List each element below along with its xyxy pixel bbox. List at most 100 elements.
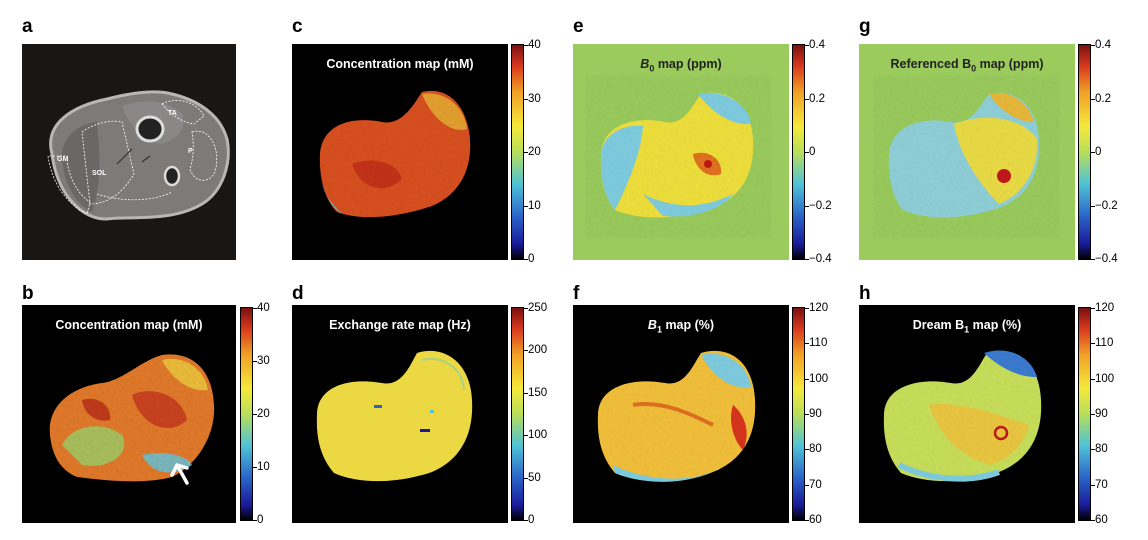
panel-f-b1-map: B1 map (%): [573, 305, 789, 523]
colorbar-d-tick-label: 50: [528, 471, 541, 484]
colorbar-g-tick-mark: [1091, 152, 1095, 153]
colorbar-b-tick-mark: [253, 361, 257, 362]
colorbar-h-tick-label: 120: [1095, 302, 1115, 314]
panel-h-dream-b1-map: Dream B1 map (%): [859, 305, 1075, 523]
colorbar-h-tick-label: 110: [1095, 337, 1114, 350]
colorbar-d-tick-label: 200: [528, 344, 548, 357]
colorbar-e-tick-mark: [805, 98, 809, 100]
colorbar-f-tick-label: 80: [809, 443, 822, 456]
colorbar-g-tick-mark: [1091, 205, 1095, 207]
colorbar-e-tick-label: 0: [809, 146, 816, 158]
panel-label-h: h: [859, 283, 871, 304]
panel-label-c: c: [292, 16, 303, 37]
colorbar-h-tick-mark: [1091, 484, 1095, 486]
colorbar-f: [792, 307, 805, 521]
colorbar-h-tick-mark: [1091, 343, 1095, 345]
panel-label-e: e: [573, 16, 584, 37]
colorbar-h-tick-mark: [1091, 414, 1095, 415]
colorbar-g-tick-label: 0.4: [1095, 39, 1111, 51]
colorbar-f-tick-label: 120: [809, 302, 829, 314]
colorbar-e-tick-label: 0.2: [809, 92, 825, 105]
colorbar-h-tick-label: 100: [1095, 372, 1115, 385]
colorbar-c-tick-mark: [524, 98, 528, 100]
colorbar-b-tick-mark: [253, 467, 257, 468]
colorbar-c-tick-mark: [524, 259, 528, 260]
colorbar-h-tick-label: 80: [1095, 443, 1108, 456]
colorbar-c-tick-label: 40: [528, 39, 541, 51]
panel-label-b: b: [22, 283, 34, 304]
panel-h-title: Dream B1 map (%): [912, 318, 1022, 335]
colorbar-h-tick-label: 90: [1095, 408, 1108, 420]
colorbar-g-tick-label: 0.2: [1095, 92, 1111, 105]
colorbar-c-tick-label: 10: [528, 199, 541, 212]
colorbar-d-tick-label: 100: [528, 429, 548, 442]
panel-b-title: Concentration map (mM): [55, 318, 203, 332]
colorbar-c-tick-label: 20: [528, 146, 541, 158]
colorbar-f-tick-mark: [805, 484, 809, 486]
colorbar-b-tick-mark: [253, 414, 257, 415]
colorbar-b-tick-label: 30: [257, 355, 270, 367]
colorbar-d-tick-label: 250: [528, 302, 548, 314]
colorbar-g: [1078, 44, 1091, 260]
colorbar-d-tick-mark: [524, 477, 528, 479]
colorbar-h: [1078, 307, 1091, 521]
panel-label-f: f: [573, 283, 580, 304]
colorbar-f-tick-label: 60: [809, 514, 822, 526]
colorbar-b-tick-mark: [253, 520, 257, 521]
anatomy-label-gm: GM: [57, 156, 69, 163]
colorbar-f-tick-mark: [805, 414, 809, 415]
colorbar-c-tick-mark: [524, 152, 528, 153]
colorbar-d-tick-mark: [524, 435, 528, 437]
panel-label-d: d: [292, 283, 304, 304]
colorbar-f-tick-mark: [805, 308, 809, 309]
colorbar-e-tick-mark: [805, 205, 809, 207]
colorbar-e-tick-mark: [805, 259, 809, 260]
anatomy-label-sol: SOL: [92, 170, 107, 177]
colorbar-b-tick-label: 20: [257, 408, 270, 420]
colorbar-e-tick-label: 0.4: [809, 39, 825, 51]
colorbar-g-tick-mark: [1091, 45, 1095, 46]
colorbar-f-tick-mark: [805, 378, 809, 380]
colorbar-h-tick-label: 60: [1095, 514, 1108, 526]
colorbar-c: [511, 44, 524, 260]
panel-e-title: B0 map (ppm): [640, 57, 722, 74]
colorbar-h-tick-mark: [1091, 520, 1095, 521]
colorbar-g-tick-mark: [1091, 98, 1095, 100]
colorbar-d-tick-label: 150: [528, 386, 548, 399]
colorbar-d: [511, 307, 524, 521]
colorbar-c-tick-mark: [524, 45, 528, 46]
anatomy-label-p: P: [188, 148, 193, 155]
panel-c-title: Concentration map (mM): [326, 57, 474, 71]
colorbar-b-tick-label: 0: [257, 514, 264, 526]
colorbar-g-tick-mark: [1091, 259, 1095, 260]
colorbar-h-tick-label: 70: [1095, 478, 1108, 491]
colorbar-f-tick-mark: [805, 343, 809, 345]
colorbar-d-tick-mark: [524, 308, 528, 309]
panel-b-concentration-map: Concentration map (mM): [22, 305, 236, 523]
colorbar-b-tick-mark: [253, 308, 257, 309]
panel-label-a: a: [22, 16, 33, 37]
panel-d-title: Exchange rate map (Hz): [329, 318, 471, 332]
colorbar-g-tick-label: 0: [1095, 146, 1102, 158]
colorbar-d-tick-mark: [524, 392, 528, 394]
colorbar-f-tick-label: 90: [809, 408, 822, 420]
colorbar-c-tick-label: 30: [528, 92, 541, 105]
panel-g-referenced-b0-map: Referenced B0 map (ppm): [859, 44, 1075, 260]
panel-d-exchange-rate-map: Exchange rate map (Hz): [292, 305, 508, 523]
colorbar-e-tick-mark: [805, 45, 809, 46]
panel-f-title: B1 map (%): [647, 318, 715, 335]
colorbar-e-tick-label: −0.4: [809, 253, 832, 265]
panel-c-concentration-map: Concentration map (mM): [292, 44, 508, 260]
colorbar-c-tick-mark: [524, 205, 528, 207]
colorbar-f-tick-label: 70: [809, 478, 822, 491]
colorbar-f-tick-label: 100: [809, 372, 829, 385]
colorbar-e-tick-mark: [805, 152, 809, 153]
colorbar-d-tick-mark: [524, 350, 528, 352]
panel-e-b0-map: B0 map (ppm): [573, 44, 789, 260]
colorbar-f-tick-mark: [805, 520, 809, 521]
colorbar-g-tick-label: −0.2: [1095, 199, 1118, 212]
colorbar-h-tick-mark: [1091, 308, 1095, 309]
panel-g-title: Referenced B0 map (ppm): [890, 57, 1044, 74]
colorbar-b-tick-label: 10: [257, 461, 270, 473]
colorbar-d-tick-mark: [524, 520, 528, 521]
